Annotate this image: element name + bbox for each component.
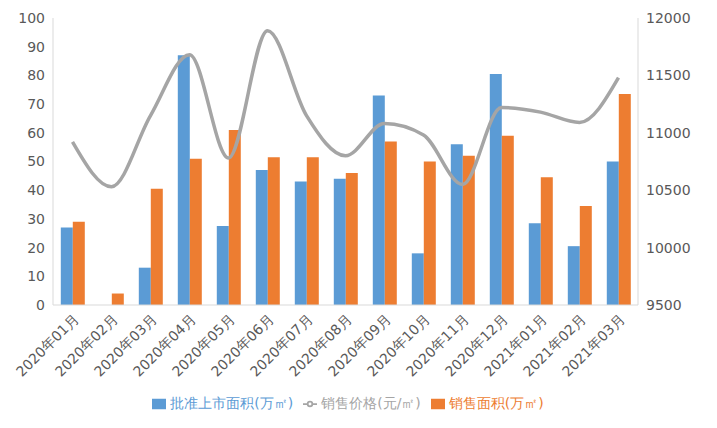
svg-text:10000: 10000 (646, 240, 691, 256)
svg-text:12000: 12000 (646, 10, 691, 26)
html-text:销售面积(万㎡): 销售面积(万㎡) (448, 395, 544, 411)
svg-text:2020年03月: 2020年03月 (90, 310, 160, 380)
svg-text:100: 100 (18, 10, 45, 26)
svg-text:2020年11月: 2020年11月 (402, 310, 472, 380)
svg-text:2020年05月: 2020年05月 (168, 310, 238, 380)
svg-text:10500: 10500 (646, 182, 691, 198)
svg-text:11500: 11500 (646, 67, 691, 83)
svg-text:60: 60 (27, 125, 45, 141)
svg-text:30: 30 (27, 211, 45, 227)
svg-text:70: 70 (27, 96, 45, 112)
svg-text:11000: 11000 (646, 125, 691, 141)
svg-text:50: 50 (27, 153, 45, 169)
svg-text:2021年02月: 2021年02月 (519, 310, 589, 380)
svg-text:0: 0 (36, 297, 45, 313)
html-text:销售价格(元/㎡): 销售价格(元/㎡) (321, 395, 421, 411)
svg-text:2021年01月: 2021年01月 (480, 310, 550, 380)
svg-text:2020年04月: 2020年04月 (129, 310, 199, 380)
svg-text:10: 10 (27, 268, 45, 284)
svg-text:20: 20 (27, 240, 45, 256)
svg-text:90: 90 (27, 39, 45, 55)
svg-text:2020年06月: 2020年06月 (207, 310, 277, 380)
svg-text:2020年12月: 2020年12月 (441, 310, 511, 380)
svg-text:2020年10月: 2020年10月 (363, 310, 433, 380)
svg-text:2020年08月: 2020年08月 (285, 310, 355, 380)
svg-text:80: 80 (27, 67, 45, 83)
svg-text:2021年03月: 2021年03月 (559, 311, 628, 380)
html-text:批准上市面积(万㎡): 批准上市面积(万㎡) (170, 395, 294, 411)
svg-text:2020年02月: 2020年02月 (51, 310, 121, 380)
svg-text:2020年01月: 2020年01月 (12, 310, 82, 380)
svg-text:40: 40 (27, 182, 45, 198)
svg-text:9500: 9500 (646, 297, 682, 313)
svg-text:2020年07月: 2020年07月 (246, 310, 316, 380)
svg-text:2020年09月: 2020年09月 (324, 310, 394, 380)
